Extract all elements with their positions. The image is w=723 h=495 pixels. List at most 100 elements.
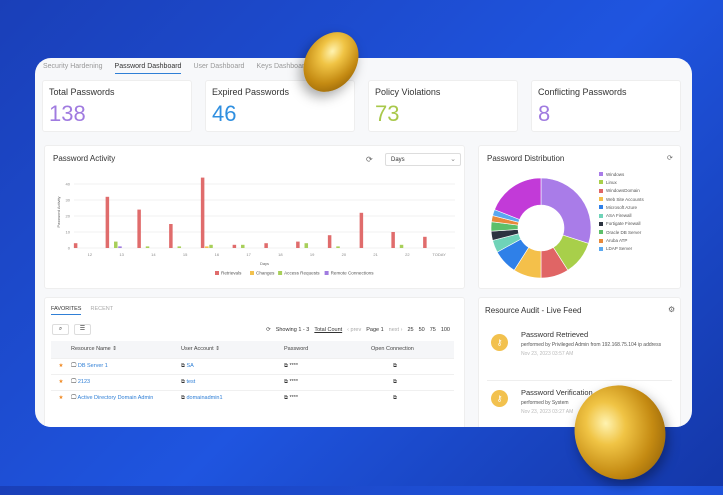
dashboard-tabs: Security Hardening Password Dashboard Us… (43, 63, 308, 74)
legend-item[interactable]: Linux (599, 178, 644, 186)
page-size-25[interactable]: 25 (407, 327, 414, 333)
feed-item: Password Verification performed by Syste… (521, 388, 671, 415)
legend-item[interactable]: WindowsDomain (599, 187, 644, 195)
stat-policy-violations[interactable]: Policy Violations 73 (368, 80, 518, 132)
bar-retrievals[interactable] (327, 235, 332, 248)
legend-item[interactable]: Oracle DB Server (599, 228, 644, 236)
account-link[interactable]: SA (186, 362, 194, 369)
password-mask: **** (289, 378, 299, 385)
stat-conflicting-passwords[interactable]: Conflicting Passwords 8 (531, 80, 681, 132)
refresh-icon[interactable]: ⟳ (266, 327, 271, 333)
bar-access-requests[interactable] (145, 246, 150, 248)
legend-label[interactable]: Access Requests (284, 271, 320, 276)
bar-retrievals[interactable] (359, 212, 364, 248)
bar-access-requests[interactable] (336, 246, 340, 248)
feed-time: Nov 23, 2023 03:27 AM (521, 409, 574, 415)
tab-user-dashboard[interactable]: User Dashboard (193, 63, 245, 70)
favorite-star-icon[interactable]: ★ (51, 389, 71, 406)
refresh-icon[interactable]: ⟳ (366, 155, 373, 164)
x-tick-label: 18 (278, 252, 283, 257)
copy-icon[interactable]: ⧉ (284, 362, 288, 369)
copy-icon[interactable]: ⧉ (284, 378, 288, 385)
bar-retrievals[interactable] (296, 241, 300, 248)
favorite-star-icon[interactable]: ★ (51, 373, 71, 390)
bar-retrievals[interactable] (264, 243, 268, 248)
next-button[interactable]: next › (388, 327, 403, 333)
bar-access-requests[interactable] (177, 246, 182, 248)
legend-item[interactable]: Web Site Accounts (599, 195, 644, 203)
resource-link[interactable]: 2123 (77, 378, 91, 385)
prev-button[interactable]: ‹ prev (347, 327, 362, 333)
refresh-icon[interactable]: ⟳ (667, 155, 673, 162)
bar-remote-connections[interactable] (118, 246, 122, 248)
tab-password-dashboard[interactable]: Password Dashboard (114, 63, 182, 74)
page-indicator: Page 1 (366, 327, 384, 333)
open-connection-icon[interactable]: ⧉ (371, 357, 454, 374)
page-size-75[interactable]: 75 (429, 327, 436, 333)
legend-swatch (324, 271, 329, 275)
feed-item: Password Retrieved performed by Privileg… (521, 330, 671, 357)
panel-title: Password Activity (53, 154, 116, 163)
legend-label[interactable]: Remote Connections (331, 271, 375, 276)
list-view-button[interactable]: ☰ (74, 324, 91, 335)
legend-item[interactable]: LDAP Server (599, 245, 644, 253)
bar-retrievals[interactable] (232, 244, 237, 248)
favorites-panel: FAVORITES RECENT ⌕ ☰ ⟳ Showing 1 - 3 Tot… (44, 297, 465, 427)
legend-item[interactable]: Windows (599, 170, 644, 178)
bar-access-requests[interactable] (241, 244, 245, 248)
account-link[interactable]: test (186, 378, 196, 385)
legend-label[interactable]: Retrievals (221, 271, 242, 276)
tab-favorites[interactable]: FAVORITES (51, 306, 82, 315)
open-connection-icon[interactable]: ⧉ (371, 373, 454, 390)
favorite-star-icon[interactable]: ★ (51, 357, 71, 374)
open-connection-icon[interactable]: ⧉ (371, 389, 454, 406)
legend-swatch (599, 205, 603, 210)
bar-access-requests[interactable] (114, 241, 118, 248)
bar-retrievals[interactable] (391, 232, 395, 248)
bar-retrievals[interactable] (73, 243, 78, 248)
legend-item[interactable]: ASA Firewall (599, 211, 644, 219)
period-select[interactable]: Days ⌄ (385, 153, 461, 166)
bar-access-requests[interactable] (209, 244, 213, 248)
table-row[interactable]: ★ 🖵 Active Directory Domain Admin ⧉ doma… (51, 389, 454, 406)
tab-recent[interactable]: RECENT (90, 306, 114, 312)
legend-item[interactable]: Aruba ATP (599, 236, 644, 244)
pie-slice[interactable] (540, 177, 592, 244)
page-size-100[interactable]: 100 (440, 327, 450, 333)
bar-retrievals[interactable] (105, 196, 110, 248)
tab-security-hardening[interactable]: Security Hardening (43, 63, 103, 70)
password-activity-chart: 0 10 20 30 40 12 13 14 15 16 17 18 19 20 21 22 TODAY Days… (56, 177, 455, 276)
bar-retrievals[interactable] (169, 224, 173, 248)
bar-access-requests[interactable] (304, 243, 309, 248)
page-size-50[interactable]: 50 (418, 327, 425, 333)
table-row[interactable]: ★ 🖵 DB Server 1 ⧉ SA ⧉ **** ⧉ (51, 357, 454, 374)
copy-icon[interactable]: ⧉ (181, 378, 185, 385)
bar-changes[interactable] (205, 246, 209, 248)
tab-keys-dashboard[interactable]: Keys Dashboard (256, 63, 309, 70)
resource-link[interactable]: Active Directory Domain Admin (77, 394, 154, 401)
x-tick-label: 19 (310, 252, 315, 257)
x-tick-label: 20 (342, 252, 347, 257)
col-resource-name[interactable]: Resource Name ⇕ (71, 341, 181, 358)
total-count-link[interactable]: Total Count (314, 327, 343, 333)
legend-label[interactable]: Changes (256, 271, 275, 276)
copy-icon[interactable]: ⧉ (181, 394, 185, 401)
col-user-account[interactable]: User Account ⇕ (181, 341, 284, 358)
legend-swatch (599, 172, 603, 177)
table-row[interactable]: ★ 🖵 2123 ⧉ test ⧉ **** ⧉ (51, 373, 454, 390)
bar-retrievals[interactable] (423, 236, 427, 248)
legend-item[interactable]: Fortigate Firewall (599, 220, 644, 228)
bar-retrievals[interactable] (200, 177, 205, 248)
password-mask: **** (289, 362, 299, 369)
account-link[interactable]: domainadmin1 (186, 394, 223, 401)
gear-icon[interactable]: ⚙ (668, 305, 676, 314)
copy-icon[interactable]: ⧉ (284, 394, 288, 401)
legend-item[interactable]: Microsoft Azure (599, 203, 644, 211)
pie-slice[interactable] (494, 177, 542, 220)
resource-link[interactable]: DB Server 1 (77, 362, 108, 369)
bar-access-requests[interactable] (399, 244, 404, 248)
copy-icon[interactable]: ⧉ (181, 362, 185, 369)
search-button[interactable]: ⌕ (52, 324, 69, 335)
stat-total-passwords[interactable]: Total Passwords 138 (42, 80, 192, 132)
bar-retrievals[interactable] (137, 209, 141, 248)
